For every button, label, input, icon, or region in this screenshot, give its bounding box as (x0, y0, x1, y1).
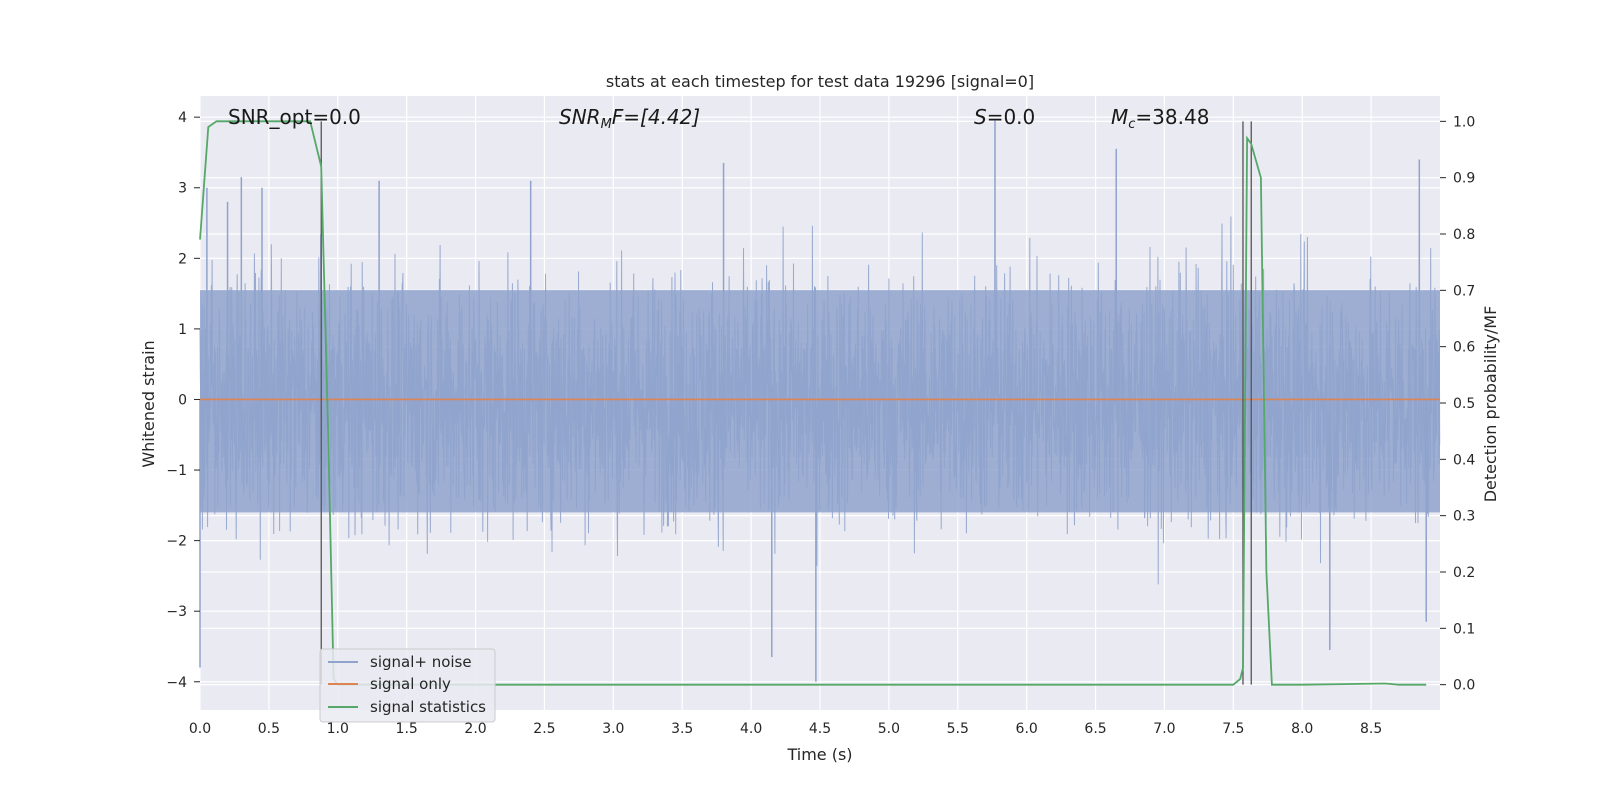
y-right-tick-label: 0.9 (1453, 171, 1475, 187)
x-tick-label: 1.5 (396, 721, 418, 737)
y-right-tick-label: 1.0 (1453, 114, 1475, 130)
y-right-tick-label: 0.4 (1453, 452, 1475, 468)
x-tick-label: 7.0 (1153, 721, 1175, 737)
y-right-axis-label: Detection probability/MF (1481, 306, 1500, 503)
s-annotation: S=0.0 (974, 105, 1035, 129)
legend-label-signal-statistics: signal statistics (370, 698, 486, 716)
x-tick-label: 4.5 (809, 721, 831, 737)
legend-label-signal-only: signal only (370, 675, 451, 693)
signal-statistics-line (199, 120, 1427, 686)
y-tick-label: 3 (178, 181, 187, 197)
x-tick-label: 6.0 (1016, 721, 1038, 737)
y-tick-label: −1 (166, 463, 187, 479)
y-tick-label: −4 (166, 675, 187, 691)
mc-annotation: Mc=38.48 (1111, 105, 1209, 132)
x-tick-label: 6.5 (1084, 721, 1106, 737)
noise-line (199, 216, 1441, 585)
mc-rest: =38.48 (1135, 105, 1209, 129)
y-right-tick-label: 0.7 (1453, 283, 1475, 299)
y-tick-label: 1 (178, 322, 187, 338)
y-right-tick-label: 0.6 (1453, 340, 1475, 356)
y-right-tick-labels: 1.0 0.9 0.8 0.7 0.6 0.5 0.4 0.3 0.2 0.1 0.0 (1440, 114, 1475, 694)
x-tick-label: 3.0 (602, 721, 624, 737)
y-tick-label: 0 (178, 392, 187, 408)
x-tick-label: 3.5 (671, 721, 693, 737)
x-tick-label: 5.0 (878, 721, 900, 737)
noise-series (199, 120, 1441, 682)
y-axis-label: Whitened strain (139, 340, 158, 467)
x-tick-label: 4.0 (740, 721, 762, 737)
y-tick-label: −2 (166, 534, 187, 550)
x-tick-label: 1.0 (327, 721, 349, 737)
y-right-tick-label: 0.2 (1453, 565, 1475, 581)
s-rest: =0.0 (987, 105, 1036, 129)
legend: signal+ noise signal only signal statist… (319, 648, 496, 723)
x-tick-labels: 0.0 0.5 1.0 1.5 2.0 2.5 3.0 3.5 4.0 4.5 5.0 5.5 6.0 6… (189, 721, 1382, 737)
mc-sub: c (1128, 117, 1135, 132)
legend-box (319, 648, 496, 723)
snr-mf-base: SNR (559, 105, 601, 129)
x-axis-label: Time (s) (786, 745, 852, 764)
x-tick-label: 8.0 (1291, 721, 1313, 737)
x-tick-label: 0.0 (189, 721, 211, 737)
snr-opt-annotation: SNR_opt=0.0 (228, 105, 361, 129)
y-right-tick-label: 0.0 (1453, 678, 1475, 694)
snr-mf-annotation: SNRMF=[4.42] (559, 105, 700, 132)
x-tick-label: 5.5 (947, 721, 969, 737)
snr-mf-rest: F=[4.42] (612, 105, 700, 129)
x-tick-label: 8.5 (1360, 721, 1382, 737)
y-right-tick-label: 0.1 (1453, 621, 1475, 637)
y-right-tick-label: 0.8 (1453, 227, 1475, 243)
chart-title: stats at each timestep for test data 192… (606, 72, 1034, 91)
x-tick-label: 7.5 (1222, 721, 1244, 737)
s-var: S (974, 105, 987, 129)
x-tick-label: 2.5 (533, 721, 555, 737)
y-tick-label: 2 (178, 251, 187, 267)
line-series (199, 120, 1440, 686)
y-right-tick-label: 0.3 (1453, 509, 1475, 525)
x-tick-label: 0.5 (258, 721, 280, 737)
y-tick-label: −3 (166, 604, 187, 620)
y-tick-labels: 4 3 2 1 0 −1 −2 −3 −4 (166, 110, 200, 691)
legend-label-signal-noise: signal+ noise (370, 653, 472, 671)
x-tick-label: 2.0 (464, 721, 486, 737)
snr-mf-sub: M (601, 117, 612, 132)
y-tick-label: 4 (178, 110, 187, 126)
y-right-tick-label: 0.5 (1453, 396, 1475, 412)
mc-var: M (1111, 105, 1128, 129)
